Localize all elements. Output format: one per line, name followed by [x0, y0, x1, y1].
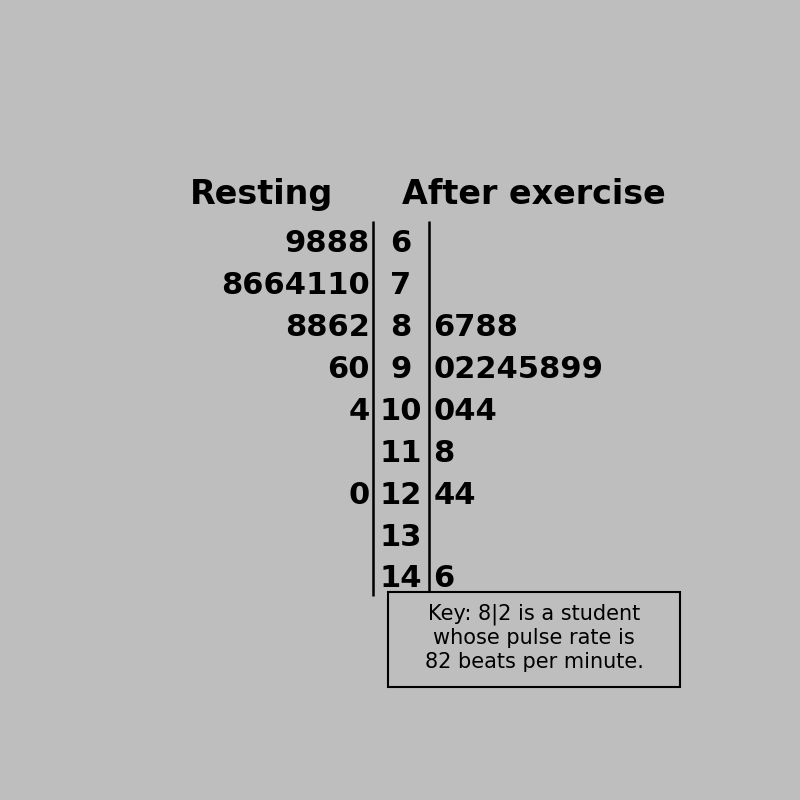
Text: 9888: 9888 [285, 230, 370, 258]
Text: 6: 6 [390, 230, 411, 258]
Text: Resting: Resting [190, 178, 333, 211]
Text: After exercise: After exercise [402, 178, 666, 211]
Text: 60: 60 [327, 355, 370, 384]
Text: 044: 044 [434, 397, 498, 426]
Text: 11: 11 [379, 438, 422, 468]
Text: 6788: 6788 [434, 313, 518, 342]
Text: 10: 10 [379, 397, 422, 426]
Text: 82 beats per minute.: 82 beats per minute. [425, 652, 643, 672]
Text: whose pulse rate is: whose pulse rate is [433, 628, 635, 648]
Text: 8862: 8862 [285, 313, 370, 342]
Text: 8: 8 [434, 438, 455, 468]
FancyBboxPatch shape [388, 592, 680, 687]
Text: 8: 8 [390, 313, 411, 342]
Text: 13: 13 [379, 522, 422, 551]
Text: 6: 6 [434, 565, 455, 594]
Text: 14: 14 [379, 565, 422, 594]
Text: 7: 7 [390, 271, 411, 300]
Text: Key: 8|2 is a student: Key: 8|2 is a student [428, 604, 640, 626]
Text: 9: 9 [390, 355, 411, 384]
Text: 8664110: 8664110 [221, 271, 370, 300]
Text: 0: 0 [349, 481, 370, 510]
Text: 44: 44 [434, 481, 476, 510]
Text: 02245899: 02245899 [434, 355, 603, 384]
Text: 4: 4 [349, 397, 370, 426]
Text: 12: 12 [379, 481, 422, 510]
